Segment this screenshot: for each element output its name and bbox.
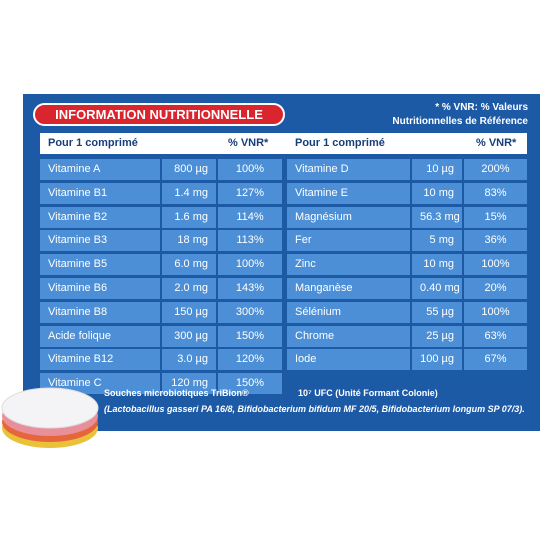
nutrient-name: Zinc [287, 254, 410, 276]
vnr: 100% [464, 254, 527, 276]
amount: 18 mg [162, 230, 216, 252]
vnr: 127% [218, 182, 282, 204]
amount: 5 mg [412, 230, 462, 252]
nutrient-name: Magnésium [287, 206, 410, 228]
nutrient-name: Vitamine B2 [40, 206, 160, 228]
footnote: (Lactobacillus gasseri PA 16/8, Bifidoba… [104, 404, 525, 414]
vnr: 100% [218, 159, 282, 180]
vnr: 113% [218, 230, 282, 252]
nutrient-name: Vitamine B12 [40, 349, 160, 371]
note: Nutritionnelles de Référence [392, 116, 528, 127]
nutrient-name: Vitamine B6 [40, 278, 160, 299]
vnr: 63% [464, 325, 527, 347]
tablet [1, 387, 99, 448]
vnr: 67% [464, 349, 527, 371]
amount: 1.4 mg [162, 182, 216, 204]
title: INFORMATION NUTRITIONNELLE [55, 107, 263, 122]
vnr: 100% [218, 254, 282, 276]
nutrient-name: Vitamine A [40, 159, 160, 180]
vnr: 100% [464, 301, 527, 323]
header-row [40, 133, 527, 154]
title-pill [33, 103, 285, 126]
nutrient-name: Vitamine B8 [40, 301, 160, 323]
nutrient-name: Vitamine B3 [40, 230, 160, 252]
nutrient-name: Vitamine E [287, 182, 410, 204]
amount: 150 µg [162, 301, 216, 323]
amount: 25 µg [412, 325, 462, 347]
nutrient-name: Manganèse [287, 278, 410, 299]
footnote: Souches microbiotiques TriBion® [104, 388, 249, 398]
vnr: 150% [218, 325, 282, 347]
vnr: 143% [218, 278, 282, 299]
footnote: 10⁷ UFC (Unité Formant Colonie) [298, 388, 438, 398]
column-header: Pour 1 comprimé [295, 137, 385, 149]
vnr: 300% [218, 301, 282, 323]
nutrient-name: Acide folique [40, 325, 160, 347]
nutrient-name: Vitamine B1 [40, 182, 160, 204]
vnr: 114% [218, 206, 282, 228]
vnr: 36% [464, 230, 527, 252]
amount: 120 mg [162, 373, 216, 395]
nutrient-name: Chrome [287, 325, 410, 347]
amount: 10 µg [412, 159, 462, 180]
amount: 0.40 mg [412, 278, 462, 299]
nutrient-name: Sélénium [287, 301, 410, 323]
vnr: 20% [464, 278, 527, 299]
amount: 55 µg [412, 301, 462, 323]
vnr: 150% [218, 373, 282, 395]
nutrient-name: Iode [287, 349, 410, 371]
nutrient-name: Vitamine D [287, 159, 410, 180]
vnr: 83% [464, 182, 527, 204]
nutrient-name: Vitamine B5 [40, 254, 160, 276]
amount: 56.3 mg [412, 206, 462, 228]
amount: 3.0 µg [162, 349, 216, 371]
amount: 100 µg [412, 349, 462, 371]
nutrient-name: Vitamine C [40, 373, 160, 395]
nutrient-name: Fer [287, 230, 410, 252]
amount: 2.0 mg [162, 278, 216, 299]
column-header: % VNR* [476, 137, 517, 149]
note: * % VNR: % Valeurs [435, 102, 528, 113]
column-header: Pour 1 comprimé [48, 137, 138, 149]
amount: 300 µg [162, 325, 216, 347]
column-header: % VNR* [228, 137, 269, 149]
amount: 10 mg [412, 182, 462, 204]
amount: 6.0 mg [162, 254, 216, 276]
tablet-layer [1, 387, 99, 429]
amount: 800 µg [162, 159, 216, 180]
amount: 1.6 mg [162, 206, 216, 228]
vnr: 200% [464, 159, 527, 180]
vnr: 15% [464, 206, 527, 228]
amount: 10 mg [412, 254, 462, 276]
vnr: 120% [218, 349, 282, 371]
